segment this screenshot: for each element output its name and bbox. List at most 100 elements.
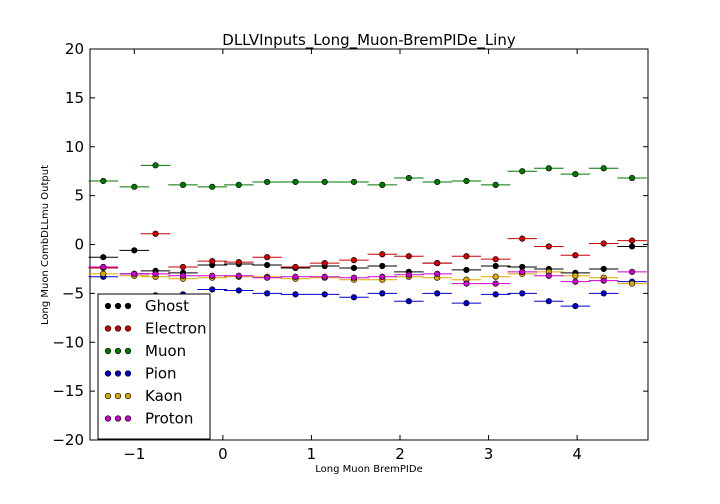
legend-label: Proton — [145, 410, 193, 428]
data-point — [179, 181, 187, 188]
x-tick-label: 1 — [307, 445, 317, 463]
data-point — [292, 291, 299, 298]
data-point — [152, 230, 159, 237]
data-point — [235, 258, 242, 266]
data-point — [379, 262, 386, 270]
data-point — [379, 273, 386, 280]
data-point — [100, 263, 107, 271]
data-point — [379, 290, 386, 297]
data-point — [209, 286, 216, 293]
data-point — [350, 264, 358, 272]
data-point — [350, 294, 358, 301]
data-point — [492, 256, 499, 263]
data-point — [434, 178, 441, 186]
data-point — [463, 253, 470, 260]
data-point — [379, 251, 386, 258]
data-point — [321, 259, 328, 267]
data-point — [264, 261, 271, 269]
legend-marker — [114, 370, 122, 377]
legend-marker — [124, 302, 132, 310]
data-point — [379, 181, 386, 188]
legend-label: Pion — [145, 365, 177, 383]
data-point — [209, 183, 216, 190]
y-tick-label: 0 — [74, 236, 84, 254]
data-point — [264, 290, 271, 297]
data-point — [131, 247, 138, 254]
data-point — [572, 272, 579, 279]
data-point — [519, 290, 526, 297]
legend-marker — [114, 415, 122, 422]
data-point — [434, 290, 441, 297]
data-point — [545, 298, 552, 305]
legend-marker — [104, 347, 112, 355]
data-point — [519, 235, 526, 242]
data-point — [434, 270, 441, 277]
data-point — [519, 268, 526, 275]
legend-marker — [124, 325, 132, 332]
legend-label: Electron — [145, 320, 207, 338]
data-point — [572, 302, 579, 310]
x-axis-label: Long Muon BremPIDe — [315, 464, 422, 475]
y-tick-label: 5 — [74, 187, 84, 205]
data-point — [264, 254, 271, 261]
data-point — [600, 265, 607, 273]
legend-marker — [124, 415, 132, 422]
data-point — [321, 178, 328, 186]
legend-marker — [104, 370, 112, 377]
data-point — [545, 243, 552, 250]
y-tick-label: 15 — [65, 89, 84, 107]
y-axis-label: Long Muon CombDLLmu Output — [40, 165, 51, 325]
data-point — [492, 181, 499, 188]
legend-box — [97, 293, 211, 440]
data-point — [463, 280, 470, 287]
data-point — [434, 259, 441, 267]
x-tick-label: 4 — [572, 445, 582, 463]
legend-marker — [114, 347, 122, 355]
data-point — [100, 254, 107, 261]
data-point — [545, 165, 552, 172]
legend: Ghost Electron Muon Pion Kaon Proton — [97, 293, 211, 440]
data-point — [131, 270, 138, 277]
data-point — [321, 273, 328, 280]
y-tick-label: −10 — [52, 333, 84, 351]
data-point — [235, 287, 242, 294]
data-point — [572, 171, 579, 178]
data-point — [264, 274, 271, 281]
legend-marker — [104, 392, 112, 400]
data-point — [519, 168, 526, 175]
data-point — [350, 274, 358, 281]
data-point — [179, 263, 187, 271]
chart-title: DLLVInputs_Long_Muon-BremPIDe_Liny — [222, 31, 516, 50]
data-point — [492, 273, 499, 280]
series-proton — [88, 263, 647, 287]
data-point — [100, 177, 107, 185]
data-point — [600, 240, 607, 247]
data-point — [628, 237, 636, 244]
series-electron — [88, 230, 647, 277]
data-point — [264, 178, 271, 186]
data-point — [600, 165, 607, 172]
data-point — [405, 174, 412, 182]
data-point — [152, 270, 159, 277]
data-point — [405, 271, 412, 278]
legend-marker — [114, 392, 122, 400]
data-point — [321, 291, 328, 298]
data-point — [209, 258, 216, 265]
data-point — [235, 181, 242, 188]
y-tick-label: 10 — [65, 138, 84, 156]
legend-marker — [114, 325, 122, 332]
data-point — [350, 257, 358, 264]
legend-marker — [124, 392, 132, 400]
series-muon — [88, 162, 647, 190]
y-tick-label: −20 — [52, 431, 84, 449]
legend-label: Kaon — [145, 387, 182, 405]
data-point — [463, 300, 470, 307]
y-tick-label: −15 — [52, 382, 84, 400]
data-point — [628, 174, 636, 182]
legend-marker — [124, 347, 132, 355]
data-point — [492, 280, 499, 287]
legend-label: Ghost — [145, 297, 189, 315]
legend-marker — [114, 302, 122, 310]
